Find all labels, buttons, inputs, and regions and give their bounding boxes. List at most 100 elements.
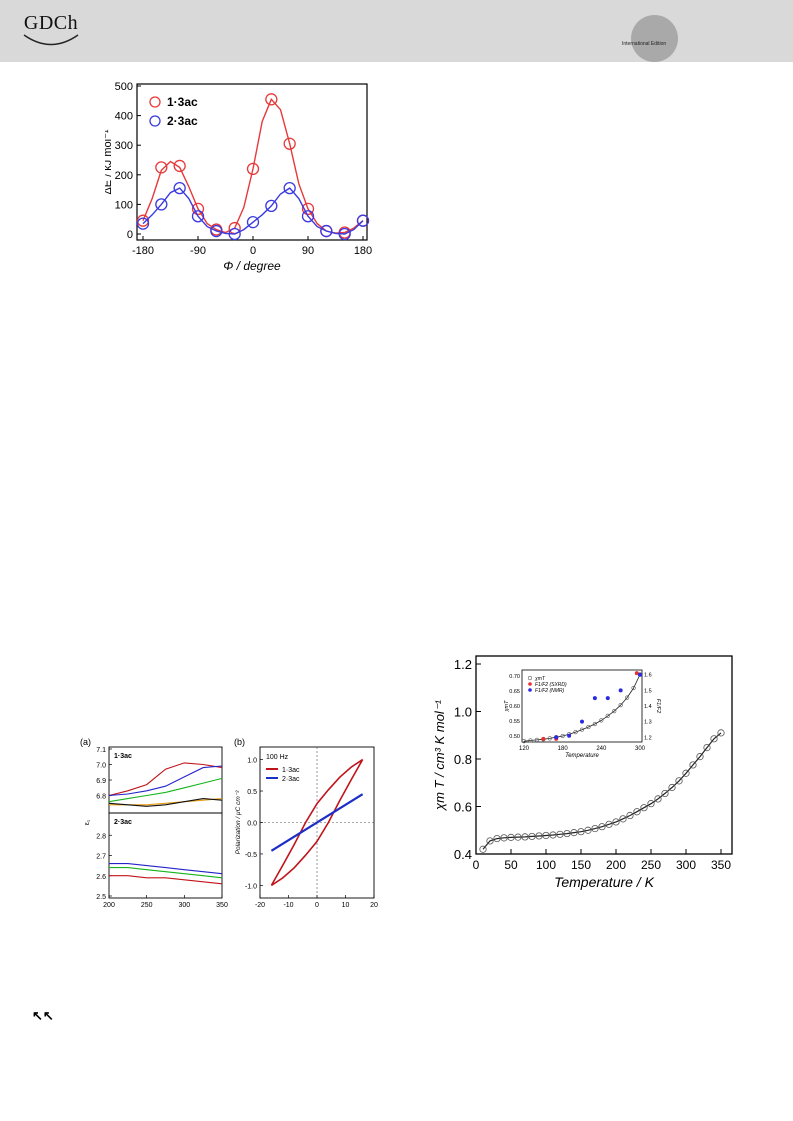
x-tick-label: 200 <box>103 902 115 909</box>
y-axis-label: ΔE / kJ mol⁻¹ <box>105 129 114 194</box>
x-tick-label: 200 <box>606 858 626 872</box>
y-tick-label: 0.4 <box>454 847 472 862</box>
permittivity-series <box>108 765 223 797</box>
inset-y-tick-label: 0.55 <box>509 719 520 725</box>
data-point <box>528 832 536 841</box>
data-point <box>155 161 168 174</box>
data-point <box>710 735 718 743</box>
permittivity-series <box>108 777 223 803</box>
x-tick-label: -90 <box>190 245 206 257</box>
legend-marker <box>149 115 161 127</box>
y-tick-label: 7.0 <box>96 763 106 770</box>
inset-y-tick-label: 0.70 <box>509 674 520 680</box>
inset-y2-tick-label: 1.3 <box>644 720 652 726</box>
energy-profile-chart: -180 -90 0 90 180 0 100 200 300 400 500 Φ / degree Δ… <box>102 81 372 273</box>
y-tick-label: 6.8 <box>96 794 106 801</box>
top-panel-label: 1·3ac <box>114 753 132 760</box>
x-tick-label: 10 <box>342 902 350 909</box>
y-tick-label: 100 <box>115 199 133 211</box>
data-point <box>521 833 529 841</box>
data-point <box>173 159 186 173</box>
inset-data-point <box>521 738 527 744</box>
inset-ratio-point <box>605 696 610 701</box>
inset-data-point <box>534 737 539 742</box>
susceptibility-chart: 0 50 100 150 200 250 300 350 0.4 0.6 0.8 1.0 1.2 Temp… <box>432 655 733 890</box>
y-tick-label: 2.6 <box>96 874 106 881</box>
data-point <box>265 93 278 106</box>
y-tick-label: 7.1 <box>96 747 106 754</box>
permittivity-chart: (a) 6.8 6.9 7.0 7.1 1·3ac 2.5 2.6 2.7 2.8 2·3ac 200… <box>80 737 228 919</box>
back-to-top-icon[interactable]: ↖↖ <box>32 1008 54 1023</box>
y-tick-label: 0.0 <box>247 821 257 828</box>
inset-ratio-point <box>592 696 597 701</box>
data-point <box>598 823 606 831</box>
x-tick-label: 0 <box>250 245 256 257</box>
data-point <box>320 224 333 238</box>
inset-data-point <box>618 702 623 708</box>
inset-ratio-point <box>580 719 584 724</box>
inset-data-point <box>599 718 604 723</box>
edition-badge-circle <box>631 15 678 62</box>
y-tick-label: 1.0 <box>454 705 472 720</box>
data-point <box>647 800 655 808</box>
inset-y2-tick-label: 1.5 <box>644 688 652 694</box>
y-axis-label: χm T / cm³ K mol⁻¹ <box>432 699 447 811</box>
inset-data-point <box>605 713 610 718</box>
data-point <box>136 214 150 227</box>
y-tick-label: 1.0 <box>247 758 257 765</box>
polarization-series <box>270 758 364 887</box>
permittivity-series <box>109 875 223 885</box>
legend-label: 1·3ac <box>167 95 198 109</box>
x-tick-label: 150 <box>571 858 591 872</box>
y-tick-label: 0.6 <box>454 800 472 815</box>
inset-y-axis-label: χmT <box>504 700 510 713</box>
figure-permittivity: (a) 6.8 6.9 7.0 7.1 1·3ac 2.5 2.6 2.7 2.8 2·3ac 200… <box>76 735 236 919</box>
data-point <box>479 845 487 853</box>
inset-x-tick-label: 180 <box>558 746 569 752</box>
x-tick-label: -10 <box>283 902 293 909</box>
y-tick-label: 500 <box>115 81 133 93</box>
inset-data-point <box>528 738 533 743</box>
inset-y2-axis-label: F1/F2 <box>655 699 661 713</box>
data-point <box>507 833 515 841</box>
data-point <box>542 831 550 840</box>
permittivity-series <box>108 762 223 797</box>
plot-frame <box>136 83 368 241</box>
legend-title: 100 Hz <box>266 754 289 761</box>
data-point <box>605 820 613 828</box>
legend-marker <box>149 96 161 108</box>
polarization-chart: (b) -20 -10 0 10 20 -1.0 -0.5 0.0 0.5 1.0 1·3ac 2·3a… <box>234 737 378 919</box>
y-tick-label: 0.5 <box>247 789 257 796</box>
panel-label: (a) <box>80 737 91 747</box>
data-point <box>675 777 683 785</box>
polarization-series <box>270 793 364 852</box>
inset-data-point <box>631 685 636 691</box>
inset-ratio-point <box>554 735 559 740</box>
permittivity-series <box>109 867 223 879</box>
inset-data-point <box>592 721 597 727</box>
data-point <box>246 216 260 229</box>
series-curve <box>142 187 364 235</box>
inset-ratio-point <box>567 733 572 738</box>
inset-data-point <box>547 736 552 741</box>
plot-frame <box>475 655 733 855</box>
inset-data-point <box>573 729 578 735</box>
legend-label: 2·3ac <box>167 114 198 128</box>
inset-y-tick-label: 0.50 <box>509 734 520 740</box>
x-tick-label: 350 <box>711 858 731 872</box>
inset-y-tick-label: 0.60 <box>509 704 520 710</box>
journal-header-bar: GDCh International Edition <box>0 0 793 62</box>
logo-arc-icon <box>23 34 79 46</box>
x-tick-label: 180 <box>354 245 372 257</box>
data-point <box>668 783 676 792</box>
x-tick-label: 350 <box>216 902 228 909</box>
x-tick-label: 300 <box>676 858 696 872</box>
data-point <box>577 828 585 836</box>
x-tick-label: -180 <box>132 245 154 257</box>
x-tick-label: -20 <box>255 902 265 909</box>
data-point <box>591 824 599 833</box>
inset-data-point <box>586 724 591 730</box>
x-tick-label: 0 <box>315 902 319 909</box>
inset-data-point <box>560 733 565 739</box>
y-tick-label: 6.9 <box>96 778 106 785</box>
